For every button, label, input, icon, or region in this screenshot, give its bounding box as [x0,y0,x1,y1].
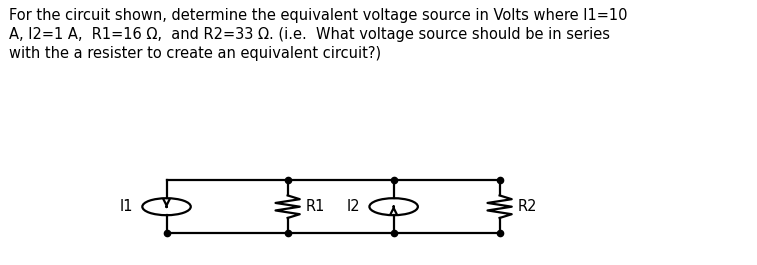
Text: R1: R1 [306,199,326,214]
Text: R2: R2 [518,199,537,214]
Text: I1: I1 [120,199,133,214]
Text: For the circuit shown, determine the equivalent voltage source in Volts where I1: For the circuit shown, determine the equ… [9,8,628,61]
Text: I2: I2 [347,199,360,214]
